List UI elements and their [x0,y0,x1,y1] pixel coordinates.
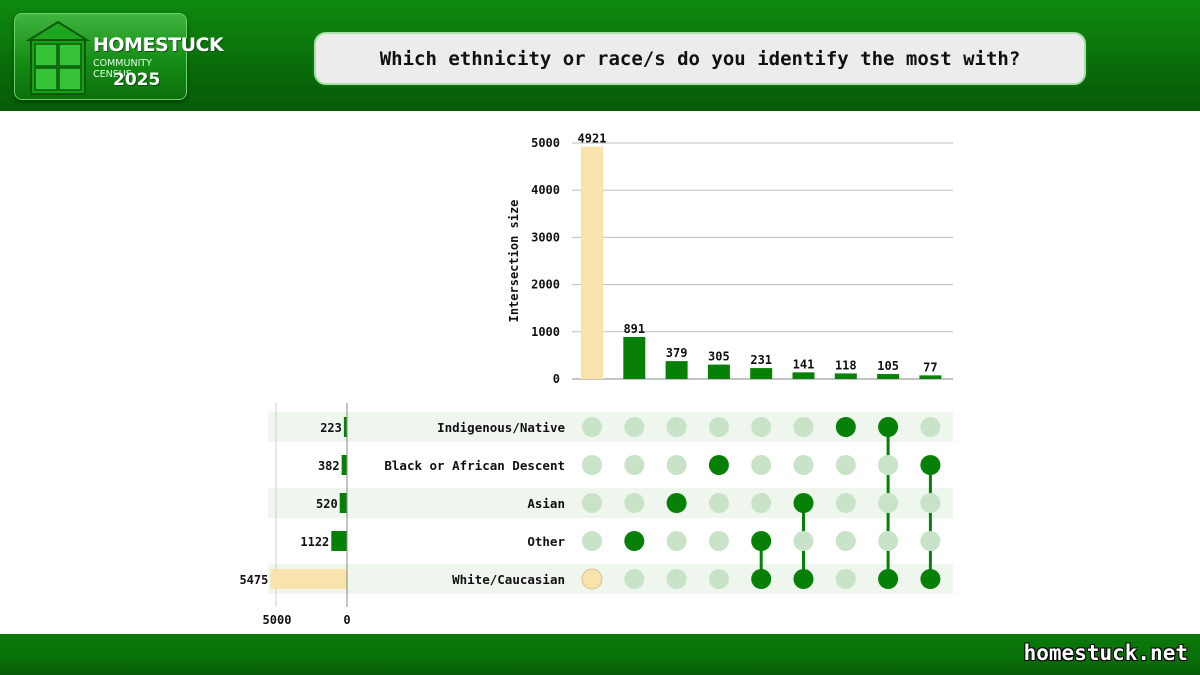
matrix-dot [624,493,645,513]
intersection-size-label: 141 [793,357,815,371]
matrix-dot [793,569,814,589]
question-banner: Which ethnicity or race/s do you identif… [314,32,1086,85]
matrix-dot [835,569,856,589]
matrix-dot [878,455,899,475]
matrix-dot [581,568,603,590]
intersection-size-label: 77 [923,360,937,374]
matrix-dot [920,417,941,437]
set-size-label: 223 [320,421,342,435]
set-size-label: 520 [316,497,338,511]
set-name-label: Other [527,534,565,549]
set-size-bar [331,531,347,551]
footer-bar: homestuck.net [0,634,1200,675]
intersection-bar [750,368,773,379]
matrix-dot [751,493,772,513]
house-logo-icon [25,20,91,95]
intersection-size-label: 118 [835,358,857,372]
intersection-size-label: 105 [877,359,899,373]
matrix-dot [624,569,645,589]
matrix-dot [878,531,899,551]
set-size-bar [343,417,347,437]
matrix-dot [793,531,814,551]
matrix-dot [708,569,729,589]
intersection-bar [834,373,857,379]
intersection-bar [581,146,603,379]
set-size-tick-label: 5000 [263,613,292,627]
matrix-dot [666,493,687,513]
y-tick-label: 2000 [531,278,560,292]
logo-year: 2025 [113,70,161,90]
y-tick-label: 4000 [531,183,560,197]
logo-subtitle: COMMUNITY CENSUS [93,58,152,80]
matrix-dot [666,417,687,437]
matrix-dot [751,569,772,589]
matrix-dot [920,569,941,589]
matrix-dot [920,493,941,513]
intersection-bar [623,336,646,379]
y-tick-label: 0 [553,372,560,386]
intersection-bar [877,374,900,379]
intersection-size-label: 231 [750,353,772,367]
logo-title: HOMESTUCK [93,34,224,56]
intersection-bar [665,361,688,379]
matrix-dot [666,455,687,475]
matrix-dot [624,455,645,475]
matrix-dot [666,569,687,589]
matrix-dot [666,531,687,551]
intersection-bar [707,364,730,379]
set-size-tick-label: 0 [343,613,350,627]
set-size-label: 1122 [300,535,329,549]
set-size-bar [339,493,347,513]
matrix-dot [878,569,899,589]
site-url: homestuck.net [1023,641,1188,665]
matrix-dot [835,455,856,475]
header-bar: HOMESTUCK COMMUNITY CENSUS 2025 Which et… [0,0,1200,111]
set-size-bar [270,569,347,589]
matrix-dot [708,531,729,551]
y-tick-label: 5000 [531,136,560,150]
matrix-dot [708,417,729,437]
upset-chart: 0 1000 2000 3000 4000 5000 Intersection size 49… [239,132,953,627]
matrix-dot [751,531,772,551]
matrix-dot [751,417,772,437]
y-tick-label: 1000 [531,325,560,339]
matrix-dot [920,455,941,475]
matrix-dot [835,493,856,513]
matrix-dot [878,417,899,437]
matrix-dot [793,417,814,437]
matrix-dot [582,531,602,551]
set-size-label: 382 [318,459,340,473]
matrix-dot [835,417,856,437]
question-text: Which ethnicity or race/s do you identif… [379,47,1021,70]
y-axis-label: Intersection size [507,200,521,323]
set-name-label: Asian [527,496,565,511]
matrix-dot [835,531,856,551]
matrix-dot [751,455,772,475]
matrix-dot [582,455,602,475]
matrix-dot [920,531,941,551]
set-name-label: Black or African Descent [384,458,565,473]
matrix-dot [624,417,645,437]
set-name-label: White/Caucasian [452,572,565,587]
matrix-dot [582,493,602,513]
matrix-dot [708,493,729,513]
set-size-label: 5475 [239,573,268,587]
intersection-size-label: 4921 [578,132,607,146]
homestuck-census-logo: HOMESTUCK COMMUNITY CENSUS 2025 [14,13,224,100]
intersection-size-label: 891 [623,322,645,336]
y-tick-label: 3000 [531,230,560,244]
matrix-dot [878,493,899,513]
intersection-size-label: 305 [708,350,730,364]
matrix-dot [793,493,814,513]
set-size-bar [341,455,347,475]
matrix-dot [708,455,729,475]
intersection-bar [792,372,815,379]
matrix-dot [582,417,602,437]
intersection-size-label: 379 [666,346,688,360]
matrix-dot [793,455,814,475]
intersection-bar [919,375,942,379]
matrix-dot [624,531,645,551]
set-name-label: Indigenous/Native [437,420,565,435]
